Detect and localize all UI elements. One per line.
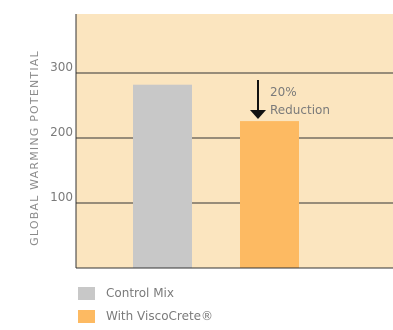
legend-label-control-mix: Control Mix (106, 286, 174, 300)
legend-label-viscocrete: With ViscoCrete® (106, 309, 214, 323)
y-tick-label-200: 200 (50, 125, 73, 139)
bar-control-mix (133, 84, 192, 268)
reduction-arrow-head (250, 110, 266, 119)
legend-item-control-mix: Control Mix (78, 284, 213, 302)
plot-area (76, 14, 393, 268)
chart: 100 200 300 GLOBAL WARMING POTENTIAL 20% R… (28, 14, 393, 269)
y-tick-label-100: 100 (50, 190, 73, 204)
reduction-word-label: Reduction (270, 103, 330, 117)
legend-item-viscocrete: With ViscoCrete® (78, 307, 213, 325)
y-axis-label: GLOBAL WARMING POTENTIAL (28, 50, 41, 246)
reduction-percent-label: 20% (270, 85, 297, 99)
bars (133, 84, 299, 268)
y-tick-label-300: 300 (50, 60, 73, 74)
legend: Control Mix With ViscoCrete® (78, 284, 213, 330)
bar-viscocrete (240, 121, 299, 268)
y-tick-labels: 100 200 300 (50, 60, 73, 204)
gridlines (76, 72, 393, 204)
reduction-annotation: 20% Reduction (250, 80, 330, 119)
legend-swatch-control-mix (78, 286, 95, 300)
legend-swatch-viscocrete (78, 309, 95, 323)
